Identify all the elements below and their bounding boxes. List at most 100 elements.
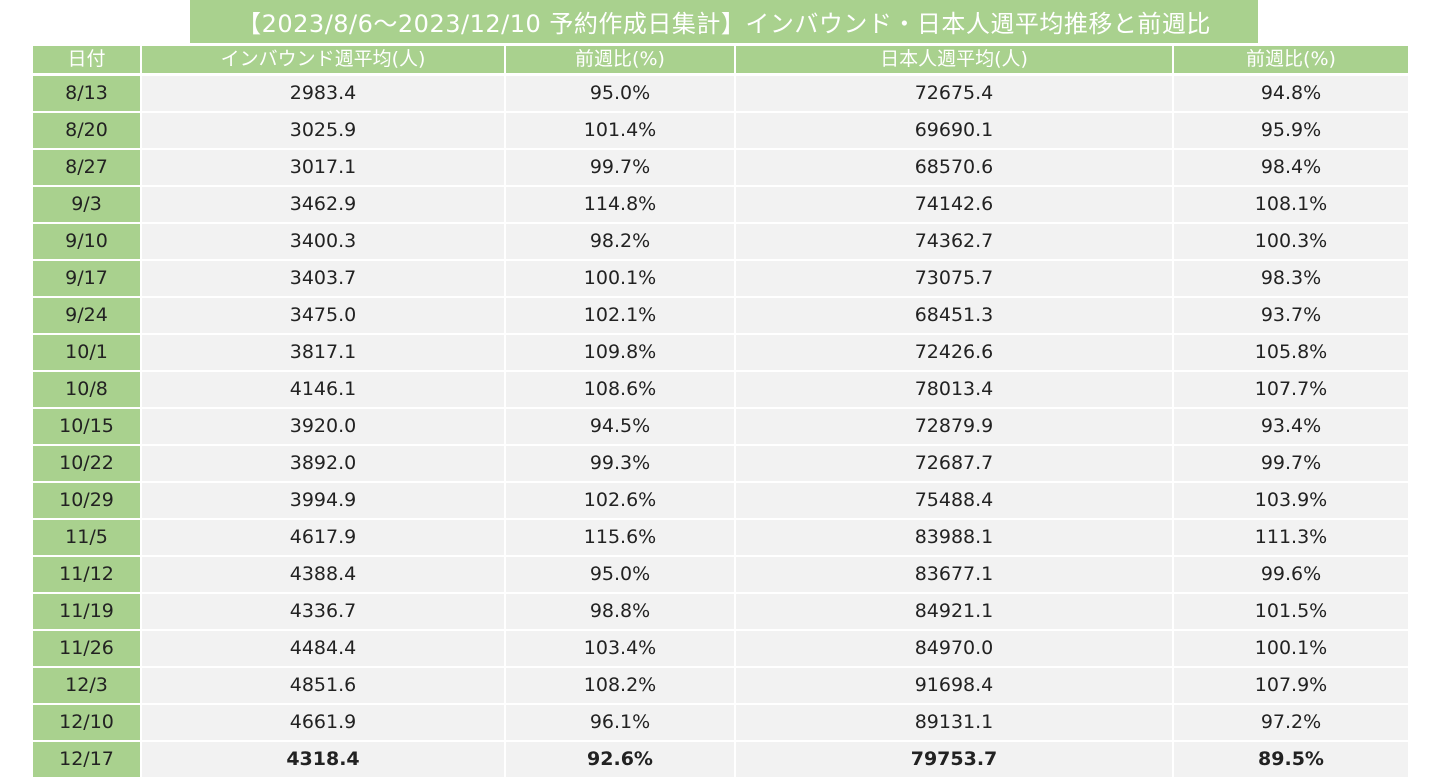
column-header-japanese-wow: 前週比(%) [1172, 46, 1408, 74]
inbound-avg-cell: 3475.0 [140, 296, 504, 333]
inbound-wow-cell: 96.1% [504, 703, 734, 740]
japanese-wow-cell: 95.9% [1172, 111, 1408, 148]
japanese-wow-cell: 93.7% [1172, 296, 1408, 333]
japanese-wow-cell: 101.5% [1172, 592, 1408, 629]
japanese-avg-cell: 83677.1 [734, 555, 1172, 592]
date-cell: 9/17 [33, 259, 140, 296]
table-row: 10/8 4146.1 108.6% 78013.4 107.7% [33, 370, 1408, 407]
date-cell: 12/17 [33, 740, 140, 777]
japanese-wow-cell: 107.7% [1172, 370, 1408, 407]
inbound-wow-cell: 94.5% [504, 407, 734, 444]
inbound-avg-cell: 4661.9 [140, 703, 504, 740]
inbound-avg-cell: 3994.9 [140, 481, 504, 518]
date-cell: 9/3 [33, 185, 140, 222]
table-title: 【2023/8/6～2023/12/10 予約作成日集計】インバウンド・日本人週… [190, 0, 1258, 43]
inbound-wow-cell: 92.6% [504, 740, 734, 777]
japanese-wow-cell: 89.5% [1172, 740, 1408, 777]
japanese-avg-cell: 91698.4 [734, 666, 1172, 703]
inbound-avg-cell: 4484.4 [140, 629, 504, 666]
table-row: 10/1 3817.1 109.8% 72426.6 105.8% [33, 333, 1408, 370]
inbound-wow-cell: 115.6% [504, 518, 734, 555]
inbound-avg-cell: 3462.9 [140, 185, 504, 222]
japanese-wow-cell: 108.1% [1172, 185, 1408, 222]
table-row: 10/29 3994.9 102.6% 75488.4 103.9% [33, 481, 1408, 518]
inbound-wow-cell: 114.8% [504, 185, 734, 222]
date-cell: 11/26 [33, 629, 140, 666]
inbound-wow-cell: 103.4% [504, 629, 734, 666]
inbound-wow-cell: 102.1% [504, 296, 734, 333]
japanese-avg-cell: 74142.6 [734, 185, 1172, 222]
inbound-wow-cell: 101.4% [504, 111, 734, 148]
japanese-avg-cell: 72426.6 [734, 333, 1172, 370]
japanese-avg-cell: 73075.7 [734, 259, 1172, 296]
column-header-date: 日付 [33, 46, 140, 74]
japanese-avg-cell: 69690.1 [734, 111, 1172, 148]
japanese-avg-cell: 84921.1 [734, 592, 1172, 629]
table-row: 8/13 2983.4 95.0% 72675.4 94.8% [33, 74, 1408, 111]
inbound-wow-cell: 95.0% [504, 74, 734, 111]
table-row: 12/10 4661.9 96.1% 89131.1 97.2% [33, 703, 1408, 740]
date-cell: 10/8 [33, 370, 140, 407]
inbound-avg-cell: 3403.7 [140, 259, 504, 296]
date-cell: 12/10 [33, 703, 140, 740]
table-row: 11/19 4336.7 98.8% 84921.1 101.5% [33, 592, 1408, 629]
inbound-avg-cell: 2983.4 [140, 74, 504, 111]
table-row: 9/24 3475.0 102.1% 68451.3 93.7% [33, 296, 1408, 333]
table-row: 10/15 3920.0 94.5% 72879.9 93.4% [33, 407, 1408, 444]
table-body: 8/13 2983.4 95.0% 72675.4 94.8% 8/20 3025.9 101… [33, 74, 1408, 777]
date-cell: 10/22 [33, 444, 140, 481]
date-cell: 10/29 [33, 481, 140, 518]
japanese-wow-cell: 98.3% [1172, 259, 1408, 296]
japanese-wow-cell: 97.2% [1172, 703, 1408, 740]
table-row: 12/17 4318.4 92.6% 79753.7 89.5% [33, 740, 1408, 777]
inbound-wow-cell: 99.7% [504, 148, 734, 185]
japanese-wow-cell: 111.3% [1172, 518, 1408, 555]
inbound-avg-cell: 3892.0 [140, 444, 504, 481]
date-cell: 9/10 [33, 222, 140, 259]
column-header-inbound-avg: インバウンド週平均(人) [140, 46, 504, 74]
inbound-avg-cell: 4617.9 [140, 518, 504, 555]
weekly-average-table: 日付 インバウンド週平均(人) 前週比(%) 日本人週平均(人) 前週比(%) … [33, 46, 1408, 777]
inbound-avg-cell: 3025.9 [140, 111, 504, 148]
japanese-wow-cell: 103.9% [1172, 481, 1408, 518]
table-row: 12/3 4851.6 108.2% 91698.4 107.9% [33, 666, 1408, 703]
inbound-wow-cell: 102.6% [504, 481, 734, 518]
date-cell: 8/13 [33, 74, 140, 111]
inbound-avg-cell: 3017.1 [140, 148, 504, 185]
japanese-avg-cell: 72879.9 [734, 407, 1172, 444]
japanese-avg-cell: 79753.7 [734, 740, 1172, 777]
japanese-avg-cell: 84970.0 [734, 629, 1172, 666]
inbound-avg-cell: 3817.1 [140, 333, 504, 370]
japanese-avg-cell: 78013.4 [734, 370, 1172, 407]
inbound-avg-cell: 4388.4 [140, 555, 504, 592]
table-row: 9/10 3400.3 98.2% 74362.7 100.3% [33, 222, 1408, 259]
inbound-wow-cell: 95.0% [504, 555, 734, 592]
date-cell: 8/27 [33, 148, 140, 185]
japanese-wow-cell: 94.8% [1172, 74, 1408, 111]
inbound-wow-cell: 109.8% [504, 333, 734, 370]
column-header-japanese-avg: 日本人週平均(人) [734, 46, 1172, 74]
inbound-wow-cell: 100.1% [504, 259, 734, 296]
inbound-wow-cell: 108.2% [504, 666, 734, 703]
inbound-wow-cell: 99.3% [504, 444, 734, 481]
japanese-avg-cell: 68451.3 [734, 296, 1172, 333]
japanese-wow-cell: 93.4% [1172, 407, 1408, 444]
inbound-wow-cell: 98.8% [504, 592, 734, 629]
inbound-avg-cell: 4146.1 [140, 370, 504, 407]
inbound-avg-cell: 3400.3 [140, 222, 504, 259]
date-cell: 10/15 [33, 407, 140, 444]
japanese-avg-cell: 68570.6 [734, 148, 1172, 185]
japanese-wow-cell: 98.4% [1172, 148, 1408, 185]
table-row: 9/17 3403.7 100.1% 73075.7 98.3% [33, 259, 1408, 296]
inbound-wow-cell: 98.2% [504, 222, 734, 259]
japanese-wow-cell: 105.8% [1172, 333, 1408, 370]
date-cell: 10/1 [33, 333, 140, 370]
header-row: 日付 インバウンド週平均(人) 前週比(%) 日本人週平均(人) 前週比(%) [33, 46, 1408, 74]
table-row: 8/27 3017.1 99.7% 68570.6 98.4% [33, 148, 1408, 185]
date-cell: 8/20 [33, 111, 140, 148]
japanese-avg-cell: 89131.1 [734, 703, 1172, 740]
date-cell: 9/24 [33, 296, 140, 333]
japanese-avg-cell: 83988.1 [734, 518, 1172, 555]
japanese-wow-cell: 100.3% [1172, 222, 1408, 259]
inbound-avg-cell: 4851.6 [140, 666, 504, 703]
